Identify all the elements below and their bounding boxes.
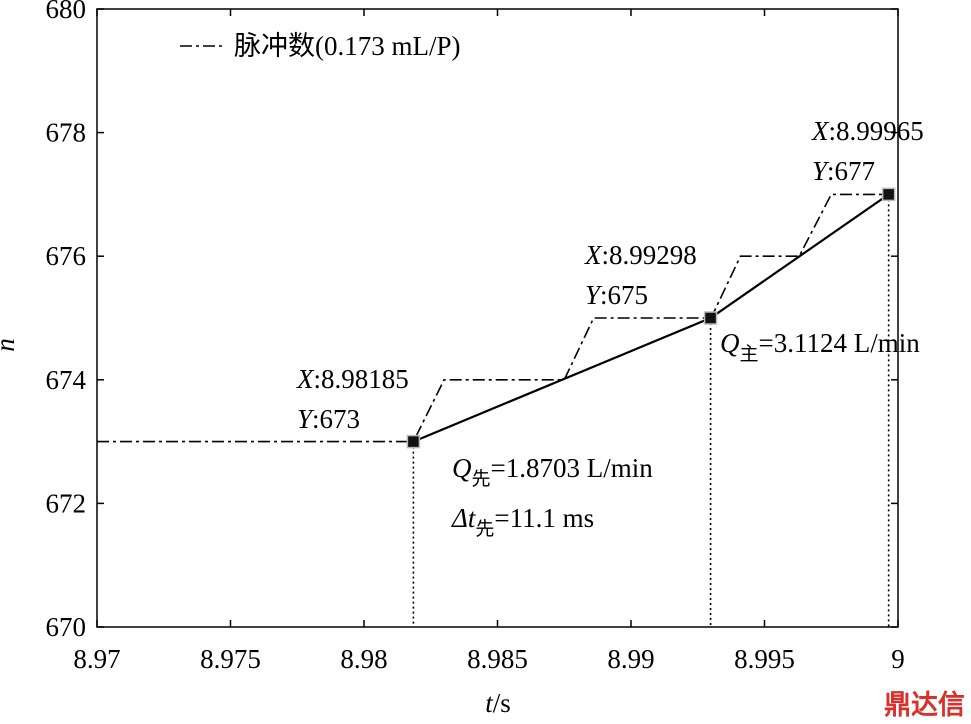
datatip-x: X:8.98185: [296, 364, 409, 394]
y-tick-label: 672: [46, 488, 87, 518]
x-label-text: /s: [493, 688, 511, 718]
datatip-y-text: :675: [600, 280, 648, 310]
datatip-x-name: X: [296, 364, 315, 394]
datatip-y-text: :677: [827, 156, 875, 186]
y-tick-label: 676: [46, 241, 87, 271]
annotation-symbol: Δt: [451, 503, 477, 533]
x-axis-label: t/s: [485, 688, 511, 718]
x-tick-label: 8.985: [467, 644, 528, 674]
annotation-subscript: 先: [475, 518, 494, 540]
datatip-x-name: X: [811, 116, 830, 146]
annotation-subscript: 先: [472, 468, 491, 490]
annotation-subscript: 主: [740, 343, 759, 365]
datatip-x: X:8.99298: [584, 240, 697, 270]
datatip-marker: [406, 434, 421, 449]
datatip-x: X:8.99965: [811, 116, 924, 146]
annotation: Q先=1.8703 L/min: [452, 453, 653, 490]
x-tick-label: 8.98: [340, 644, 387, 674]
datatip-y: Y:675: [585, 280, 648, 310]
datatip-y-name: Y: [812, 156, 830, 186]
y-axis-label: n: [0, 338, 20, 352]
x-tick-label: 8.99: [607, 644, 654, 674]
annotation-text: =1.8703 L/min: [491, 453, 654, 483]
datatip-x-text: :8.98185: [314, 364, 409, 394]
annotation-symbol: Q: [720, 328, 740, 358]
annotation-text: =11.1 ms: [494, 503, 594, 533]
annotation-text: =3.1124 L/min: [759, 328, 921, 358]
x-tick-label: 8.995: [734, 644, 795, 674]
datatip-marker: [703, 311, 718, 325]
y-tick-label: 678: [46, 118, 87, 148]
annotation-symbol: Q: [452, 453, 472, 483]
series-line: [97, 193, 889, 443]
datatip-y-name: Y: [297, 404, 315, 434]
annotation: Δt先=11.1 ms: [451, 503, 594, 540]
x-tick-label: 8.975: [200, 644, 261, 674]
y-tick-label: 680: [46, 0, 87, 24]
annotation: Q主=3.1124 L/min: [720, 328, 920, 365]
watermark: 鼎达信: [884, 690, 965, 720]
x-tick-label: 8.97: [73, 644, 120, 674]
legend-label: 脉冲数(0.173 mL/P): [234, 31, 461, 61]
datatip-y: Y:677: [812, 156, 875, 186]
y-tick-label: 674: [46, 365, 87, 395]
datatip-x-name: X: [584, 240, 603, 270]
datatip-y-text: :673: [312, 404, 360, 434]
x-tick-label: 9: [891, 644, 905, 674]
datatip-x-text: :8.99965: [829, 116, 924, 146]
x-label-symbol: t: [485, 688, 494, 718]
y-tick-label: 670: [46, 612, 87, 642]
datatip-marker: [881, 187, 896, 202]
plot-frame: [96, 8, 899, 628]
datatip-y-name: Y: [585, 280, 603, 310]
datatip-y: Y:673: [297, 404, 360, 434]
datatip-x-text: :8.99298: [602, 240, 697, 270]
